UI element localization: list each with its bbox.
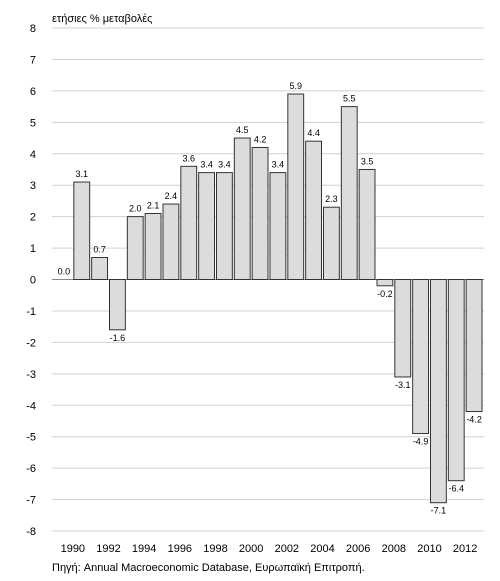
x-tick-label: 1994 (132, 543, 156, 555)
y-tick-label: -6 (26, 463, 36, 475)
y-tick-label: 5 (30, 117, 36, 129)
x-tick-label: 2006 (346, 543, 370, 555)
y-tick-label: 0 (30, 275, 36, 287)
bar (323, 206, 340, 281)
data-label: 3.6 (182, 153, 195, 163)
y-tick-label: 2 (30, 212, 36, 224)
data-label: -4.2 (466, 415, 482, 425)
bar (109, 279, 126, 331)
data-label: 0.0 (58, 267, 71, 277)
bar (91, 256, 108, 280)
data-label: -1.6 (110, 333, 126, 343)
data-label: 3.4 (200, 160, 213, 170)
x-tick-label: 1996 (168, 543, 192, 555)
x-tick-label: 1990 (61, 543, 85, 555)
bar (394, 279, 412, 378)
data-label: 2.3 (325, 194, 338, 204)
y-tick-label: 8 (30, 23, 36, 35)
bar (216, 172, 233, 280)
bar (162, 203, 180, 280)
data-label: 5.5 (343, 94, 356, 104)
data-label: 3.5 (361, 156, 374, 166)
x-axis: 1990 1992 1994 1996 1998 2000 2002 2004 2006 2008… (61, 543, 478, 555)
x-tick-label: 2008 (382, 543, 406, 555)
bar (251, 146, 269, 280)
bar (447, 279, 465, 482)
bar (412, 279, 429, 435)
y-tick-label: -5 (26, 432, 36, 444)
y-tick-label: 6 (30, 86, 36, 98)
y-tick-label: -1 (26, 306, 36, 318)
data-label: 4.5 (236, 125, 249, 135)
data-label: -7.1 (431, 506, 447, 516)
y-axis-title: ετήσιες % μεταβολές (52, 13, 152, 25)
data-label: 2.0 (129, 204, 142, 214)
y-tick-label: 4 (30, 149, 36, 161)
source-note: Πηγή: Annual Macroeconomic Database, Ευρ… (52, 562, 365, 574)
bar (465, 279, 483, 413)
bar (73, 181, 91, 280)
y-tick-label: -2 (26, 337, 36, 349)
data-label: 4.2 (254, 134, 267, 144)
x-tick-label: 2000 (239, 543, 263, 555)
data-label: 0.7 (93, 244, 106, 254)
bar (180, 165, 198, 280)
bar (358, 168, 376, 280)
bar (376, 279, 394, 287)
data-label: 2.1 (147, 200, 160, 210)
bar (340, 106, 358, 280)
bar (305, 140, 322, 280)
bar (269, 172, 287, 280)
bars (73, 93, 483, 504)
data-label: 3.4 (218, 160, 231, 170)
x-tick-label: 1992 (96, 543, 120, 555)
bar (126, 216, 144, 280)
y-tick-label: -7 (26, 495, 36, 507)
x-tick-label: 1998 (203, 543, 227, 555)
data-label: 4.4 (307, 128, 320, 138)
data-label: 2.4 (165, 191, 178, 201)
y-tick-label: -3 (26, 369, 36, 381)
bar (430, 279, 447, 504)
x-tick-label: 2012 (453, 543, 477, 555)
bar (287, 93, 305, 280)
data-label: 3.1 (75, 169, 88, 179)
bar (144, 212, 162, 280)
y-tick-label: 1 (30, 243, 36, 255)
x-tick-label: 2002 (275, 543, 299, 555)
y-tick-label: -4 (26, 400, 36, 412)
data-label: 5.9 (289, 81, 302, 91)
y-tick-label: 7 (30, 54, 36, 66)
y-tick-label: 3 (30, 180, 36, 192)
data-label: 3.4 (272, 160, 285, 170)
data-label: -4.9 (413, 437, 429, 447)
data-label: -0.2 (377, 289, 393, 299)
x-tick-label: 2010 (417, 543, 441, 555)
y-tick-label: -8 (26, 526, 36, 538)
data-label: -6.4 (448, 484, 464, 494)
data-label: -3.1 (395, 380, 411, 390)
data-labels: 0.0 3.1 0.7 -1.6 2.0 2.1 2.4 3.6 3.4 3.4 4.5 4.2 3.4… (58, 81, 482, 516)
x-tick-label: 2004 (310, 543, 334, 555)
bar (198, 172, 216, 280)
bar (233, 137, 251, 280)
y-axis: 8 7 6 5 4 3 2 1 0 -1 -2 -3 -4 -5 -6 -7 -8 (26, 23, 36, 538)
